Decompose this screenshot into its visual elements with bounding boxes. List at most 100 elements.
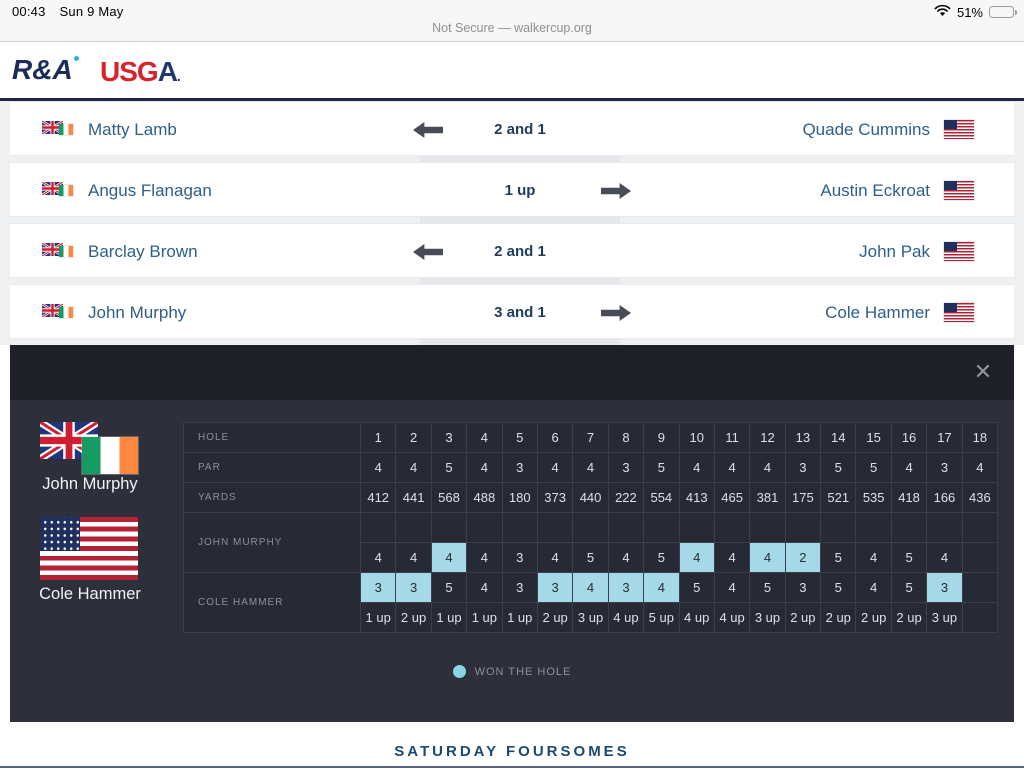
hole-number-cell: 11 bbox=[714, 423, 751, 453]
par-cell: 4 bbox=[537, 453, 574, 483]
match-status-cell: 1 up bbox=[467, 603, 503, 633]
par-cell: 5 bbox=[856, 453, 892, 483]
match-row[interactable]: Angus Flanagan 1 up Austin Eckroat bbox=[10, 162, 1014, 217]
status-time: 00:43 bbox=[12, 4, 46, 19]
ireland-flag bbox=[82, 437, 138, 474]
spacer-cell bbox=[502, 513, 538, 543]
par-cell: 3 bbox=[502, 453, 538, 483]
gbi-flag-icon bbox=[42, 304, 76, 321]
par-cell: 4 bbox=[891, 453, 928, 483]
wifi-icon bbox=[934, 4, 951, 20]
match-score: 2 and 1 bbox=[494, 121, 546, 138]
scorecard-player1-name: John Murphy bbox=[42, 475, 138, 493]
hole-number-cell: 15 bbox=[856, 423, 892, 453]
par-cell: 4 bbox=[962, 453, 999, 483]
hole-number-cell: 8 bbox=[608, 423, 645, 453]
player1-score-cell: 5 bbox=[891, 543, 928, 573]
match-status-cell: 3 up bbox=[927, 603, 963, 633]
hole-number-cell: 12 bbox=[750, 423, 786, 453]
yards-cell: 175 bbox=[785, 483, 822, 513]
match-score: 3 and 1 bbox=[494, 304, 546, 321]
gbi-player-name[interactable]: Matty Lamb bbox=[88, 120, 177, 139]
match-status-cell: 4 up bbox=[608, 603, 645, 633]
spacer-cell bbox=[927, 513, 963, 543]
player1-score-cell: 4 bbox=[714, 543, 751, 573]
match-status-cell: 3 up bbox=[750, 603, 786, 633]
hole-number-cell: 4 bbox=[467, 423, 503, 453]
player1-score-cell: 5 bbox=[821, 543, 857, 573]
spacer-cell bbox=[644, 513, 680, 543]
usa-player-name[interactable]: Quade Cummins bbox=[802, 120, 930, 139]
status-indicators: 51% bbox=[934, 4, 1017, 20]
hole-number-cell: 10 bbox=[679, 423, 715, 453]
usa-player-name[interactable]: Cole Hammer bbox=[825, 303, 930, 322]
player1-score-cell: 4 bbox=[679, 543, 715, 573]
player1-score-cell: 4 bbox=[927, 543, 963, 573]
status-date: Sun 9 May bbox=[59, 4, 124, 19]
spacer-cell bbox=[856, 513, 892, 543]
yards-cell: 441 bbox=[396, 483, 432, 513]
match-status-cell: 4 up bbox=[679, 603, 715, 633]
match-status-cell: 2 up bbox=[891, 603, 928, 633]
yards-cell: 418 bbox=[891, 483, 928, 513]
hole-number-cell: 16 bbox=[891, 423, 928, 453]
gbi-player-name[interactable]: John Murphy bbox=[88, 303, 187, 322]
match-row[interactable]: Matty Lamb 2 and 1 Quade Cummins bbox=[10, 101, 1014, 156]
player2-score-cell: 3 bbox=[608, 573, 645, 603]
spacer-cell bbox=[891, 513, 928, 543]
player1-row-label: JOHN MURPHY bbox=[184, 513, 361, 573]
usa-flag-icon bbox=[944, 181, 974, 200]
usa-flag-icon bbox=[944, 242, 974, 261]
par-cell: 4 bbox=[679, 453, 715, 483]
yards-cell: 412 bbox=[361, 483, 397, 513]
section-title[interactable]: SATURDAY FOURSOMES bbox=[394, 743, 630, 760]
player1-score-cell: 4 bbox=[467, 543, 503, 573]
yards-cell: 521 bbox=[821, 483, 857, 513]
player2-score-cell: 5 bbox=[679, 573, 715, 603]
par-cell: 4 bbox=[573, 453, 609, 483]
match-list: Matty Lamb 2 and 1 Quade Cummins Angus Flan… bbox=[0, 101, 1024, 345]
yards-cell: 440 bbox=[573, 483, 609, 513]
gbi-player-name[interactable]: Barclay Brown bbox=[88, 242, 198, 261]
usa-player-name[interactable]: John Pak bbox=[859, 242, 930, 261]
player1-score-cell: 4 bbox=[750, 543, 786, 573]
player2-score-cell: 5 bbox=[821, 573, 857, 603]
spacer-cell bbox=[361, 513, 397, 543]
spacer-cell bbox=[431, 513, 468, 543]
gbi-flag-icon bbox=[42, 121, 76, 138]
scorecard-player2-name: Cole Hammer bbox=[39, 585, 141, 603]
hole-number-cell: 14 bbox=[821, 423, 857, 453]
randa-logo[interactable]: R&A bbox=[12, 54, 79, 87]
status-bar: 00:43 Sun 9 May Not Secure — walkercup.or… bbox=[0, 0, 1024, 42]
scorecard-panel-header: ✕ bbox=[10, 345, 1014, 400]
usga-logo[interactable]: USGA. bbox=[100, 56, 181, 87]
usa-player-name[interactable]: Austin Eckroat bbox=[820, 181, 930, 200]
hole-row-label: HOLE bbox=[184, 423, 361, 453]
hole-number-cell: 7 bbox=[573, 423, 609, 453]
yards-cell: 373 bbox=[537, 483, 574, 513]
footer-section: SATURDAY FOURSOMES bbox=[0, 722, 1024, 768]
won-hole-legend: WON THE HOLE bbox=[10, 665, 1014, 678]
match-row[interactable]: Barclay Brown 2 and 1 John Pak bbox=[10, 223, 1014, 278]
match-status-cell: 2 up bbox=[821, 603, 857, 633]
address-bar[interactable]: Not Secure — walkercup.org bbox=[432, 21, 592, 35]
match-row[interactable]: John Murphy 3 and 1 Cole Hammer bbox=[10, 284, 1014, 339]
hole-number-cell: 2 bbox=[396, 423, 432, 453]
player2-score-cell bbox=[962, 573, 999, 603]
hole-number-cell: 5 bbox=[502, 423, 538, 453]
gbi-flag-icon bbox=[42, 182, 76, 199]
par-cell: 5 bbox=[821, 453, 857, 483]
scorecard-panel: ✕ John Murphy Cole Hammer HOLE PAR YARDS JO… bbox=[10, 345, 1014, 722]
match-status-cell bbox=[962, 603, 999, 633]
usa-flag-icon bbox=[944, 303, 974, 322]
gbi-player-name[interactable]: Angus Flanagan bbox=[88, 181, 212, 200]
player1-score-cell: 5 bbox=[573, 543, 609, 573]
match-status-cell: 2 up bbox=[856, 603, 892, 633]
player1-score-cell: 4 bbox=[856, 543, 892, 573]
yards-cell: 436 bbox=[962, 483, 999, 513]
battery-icon bbox=[989, 6, 1017, 18]
par-cell: 4 bbox=[361, 453, 397, 483]
close-icon[interactable]: ✕ bbox=[973, 359, 993, 384]
player1-score-cell: 2 bbox=[785, 543, 822, 573]
